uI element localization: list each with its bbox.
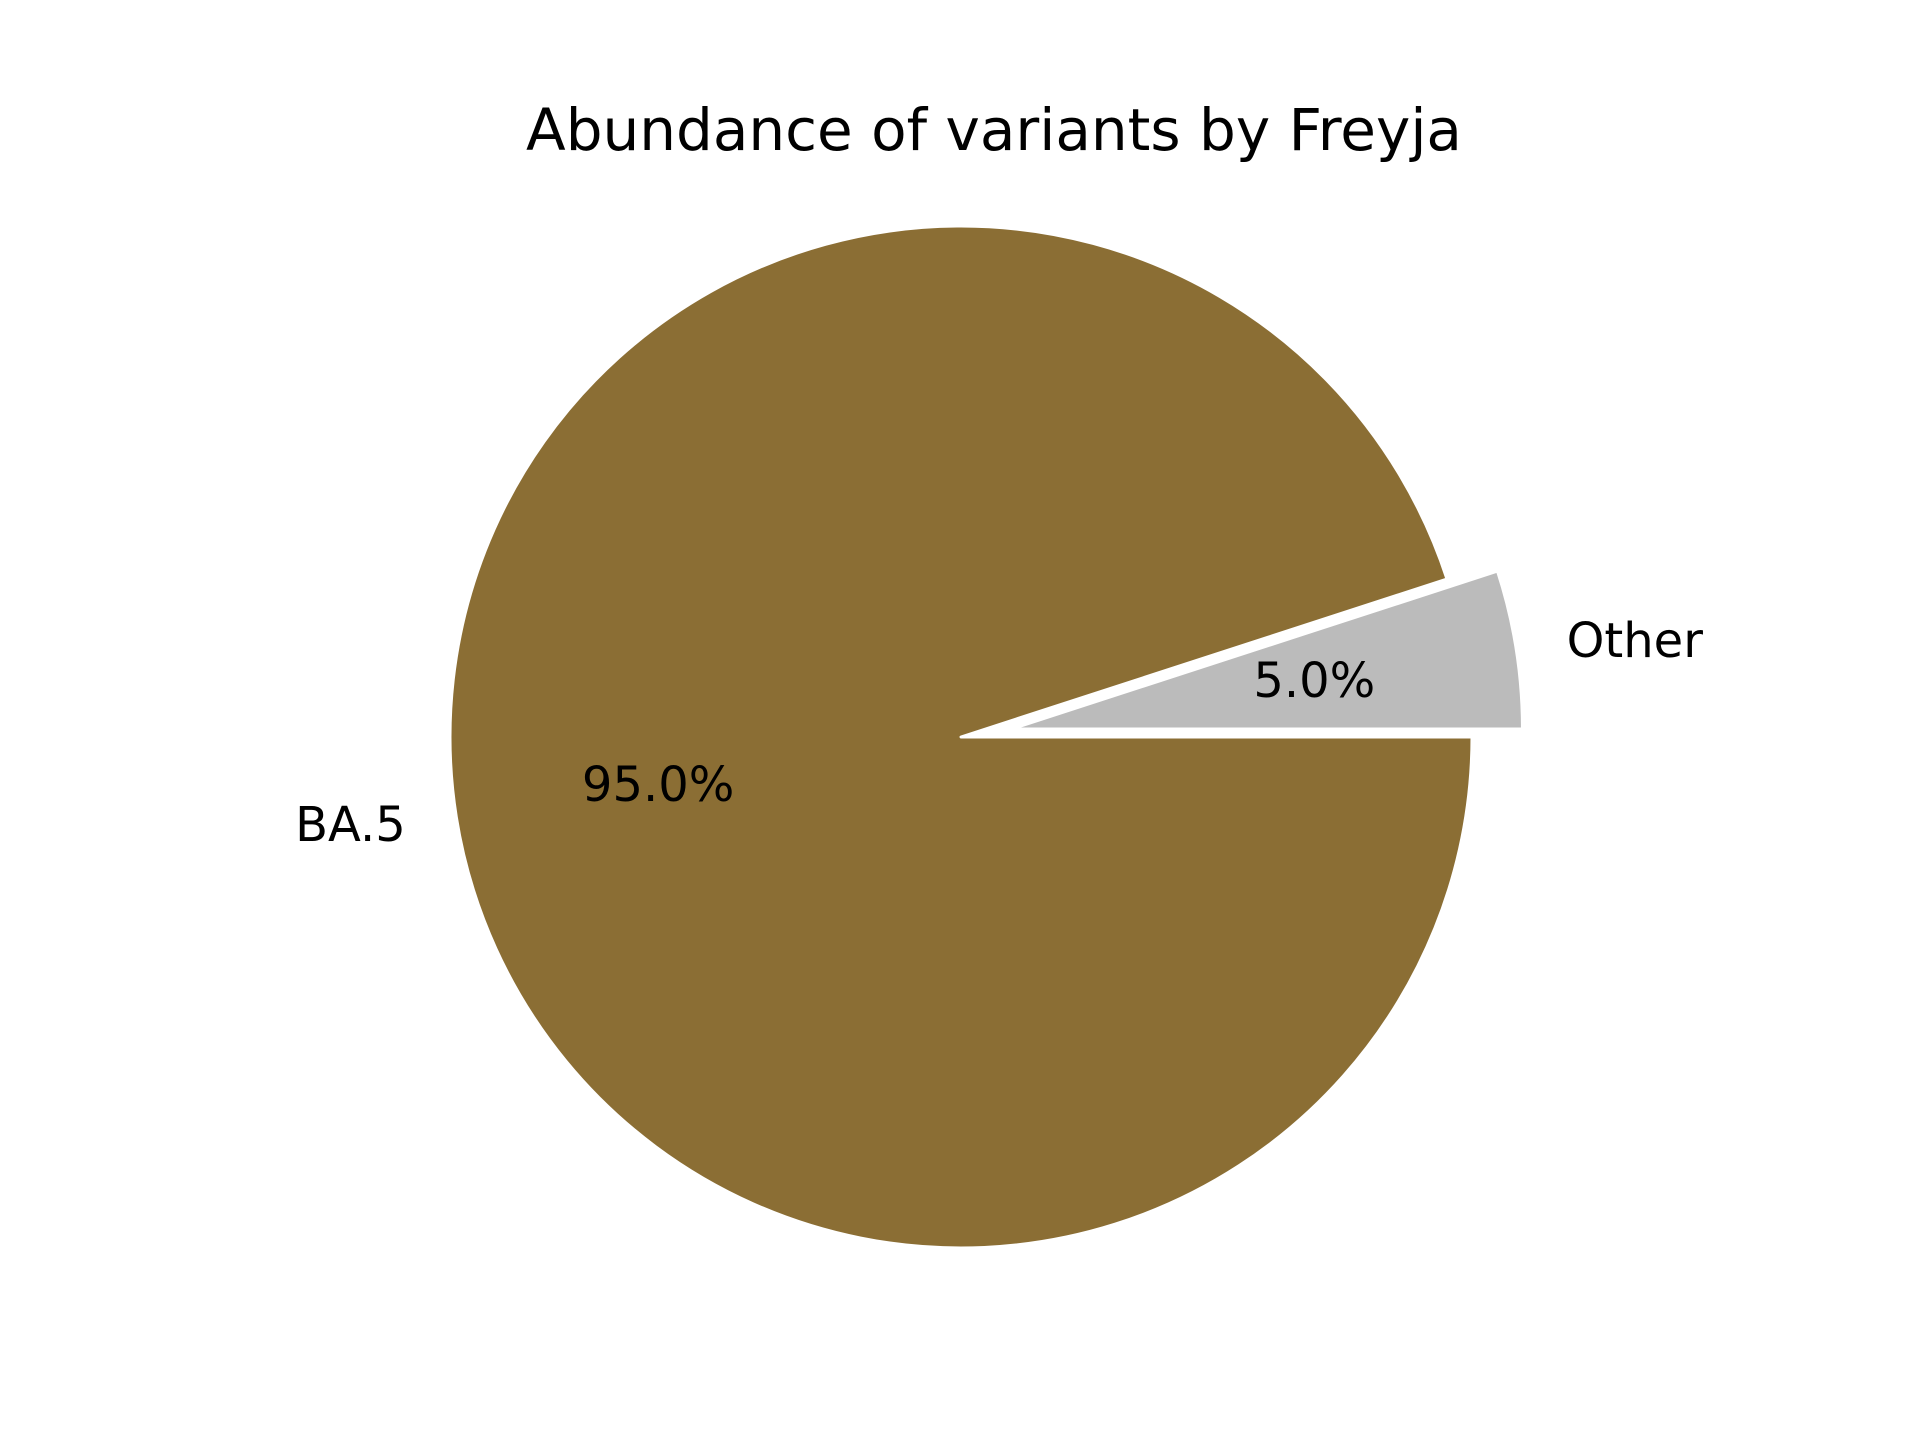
pie-labels: BA.5 95.0% Other 5.0% <box>295 613 1703 853</box>
slice-percent-label: 95.0% <box>582 757 734 813</box>
slice-label: Other <box>1567 613 1704 669</box>
slice-percent-label: 5.0% <box>1253 653 1375 709</box>
pie-slice-other <box>1009 569 1524 731</box>
pie-slices <box>448 224 1524 1250</box>
chart-title: Abundance of variants by Freyja <box>526 96 1462 164</box>
slice-label: BA.5 <box>295 797 406 853</box>
pie-slice-ba-5 <box>448 224 1474 1250</box>
